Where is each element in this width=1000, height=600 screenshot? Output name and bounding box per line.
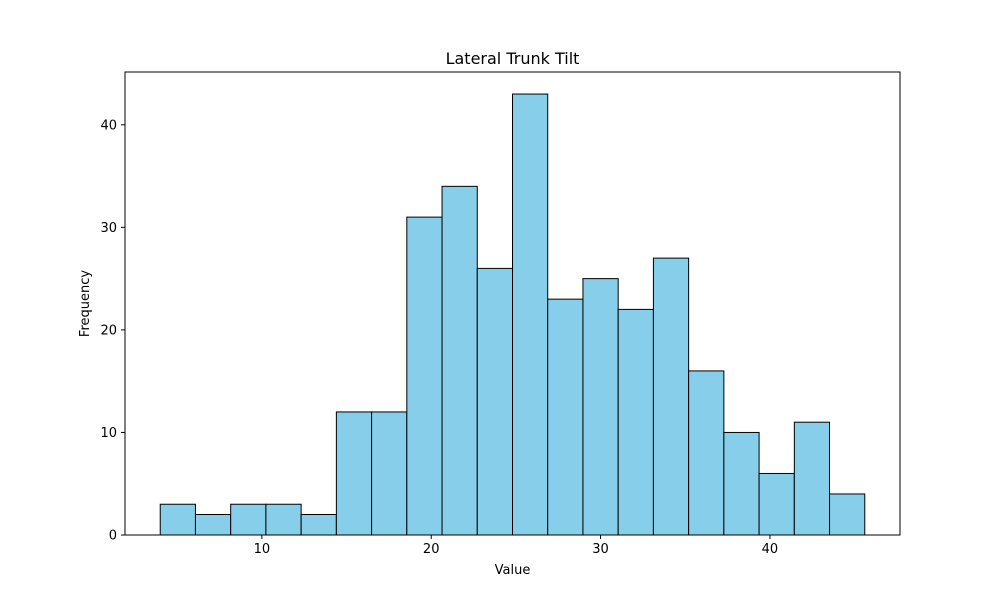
y-axis-label: Frequency <box>78 270 93 337</box>
histogram-bar <box>159 503 196 536</box>
histogram-bar <box>793 421 831 536</box>
y-tick-label: 30 <box>100 221 117 236</box>
y-tick-label: 40 <box>100 118 117 133</box>
x-tick-label: 20 <box>423 542 440 557</box>
x-tick-label: 40 <box>762 542 779 557</box>
histogram-bar <box>512 93 549 536</box>
histogram-bar <box>652 257 690 536</box>
histogram-bar <box>265 503 302 536</box>
histogram-bar <box>547 298 584 536</box>
x-tick-label: 10 <box>254 542 271 557</box>
histogram-bar <box>335 411 373 536</box>
y-axis-ticks: 0 10 20 30 40 <box>100 118 125 544</box>
y-tick-label: 0 <box>109 529 117 544</box>
histogram-bar <box>829 493 866 536</box>
chart-title: Lateral Trunk Tilt <box>446 49 580 68</box>
histogram-bar <box>371 411 408 536</box>
x-axis-ticks: 10 20 30 40 <box>254 535 779 557</box>
plot-frame <box>124 71 901 536</box>
histogram-bar <box>723 431 760 536</box>
y-tick-label: 10 <box>100 426 117 441</box>
histogram-bar <box>230 503 267 536</box>
histogram-bar <box>582 278 619 536</box>
y-tick-label: 20 <box>100 323 117 338</box>
histogram-bar <box>300 513 337 536</box>
bars-group <box>159 93 866 536</box>
x-axis-label: Value <box>495 563 531 578</box>
histogram-bar <box>476 267 514 536</box>
x-tick-label: 30 <box>592 542 609 557</box>
histogram-bar <box>441 185 478 536</box>
histogram-bar <box>688 370 725 536</box>
histogram-bar <box>617 308 654 536</box>
histogram-bar <box>406 216 443 536</box>
histogram-bar <box>758 472 795 536</box>
histogram-bar <box>194 513 232 536</box>
